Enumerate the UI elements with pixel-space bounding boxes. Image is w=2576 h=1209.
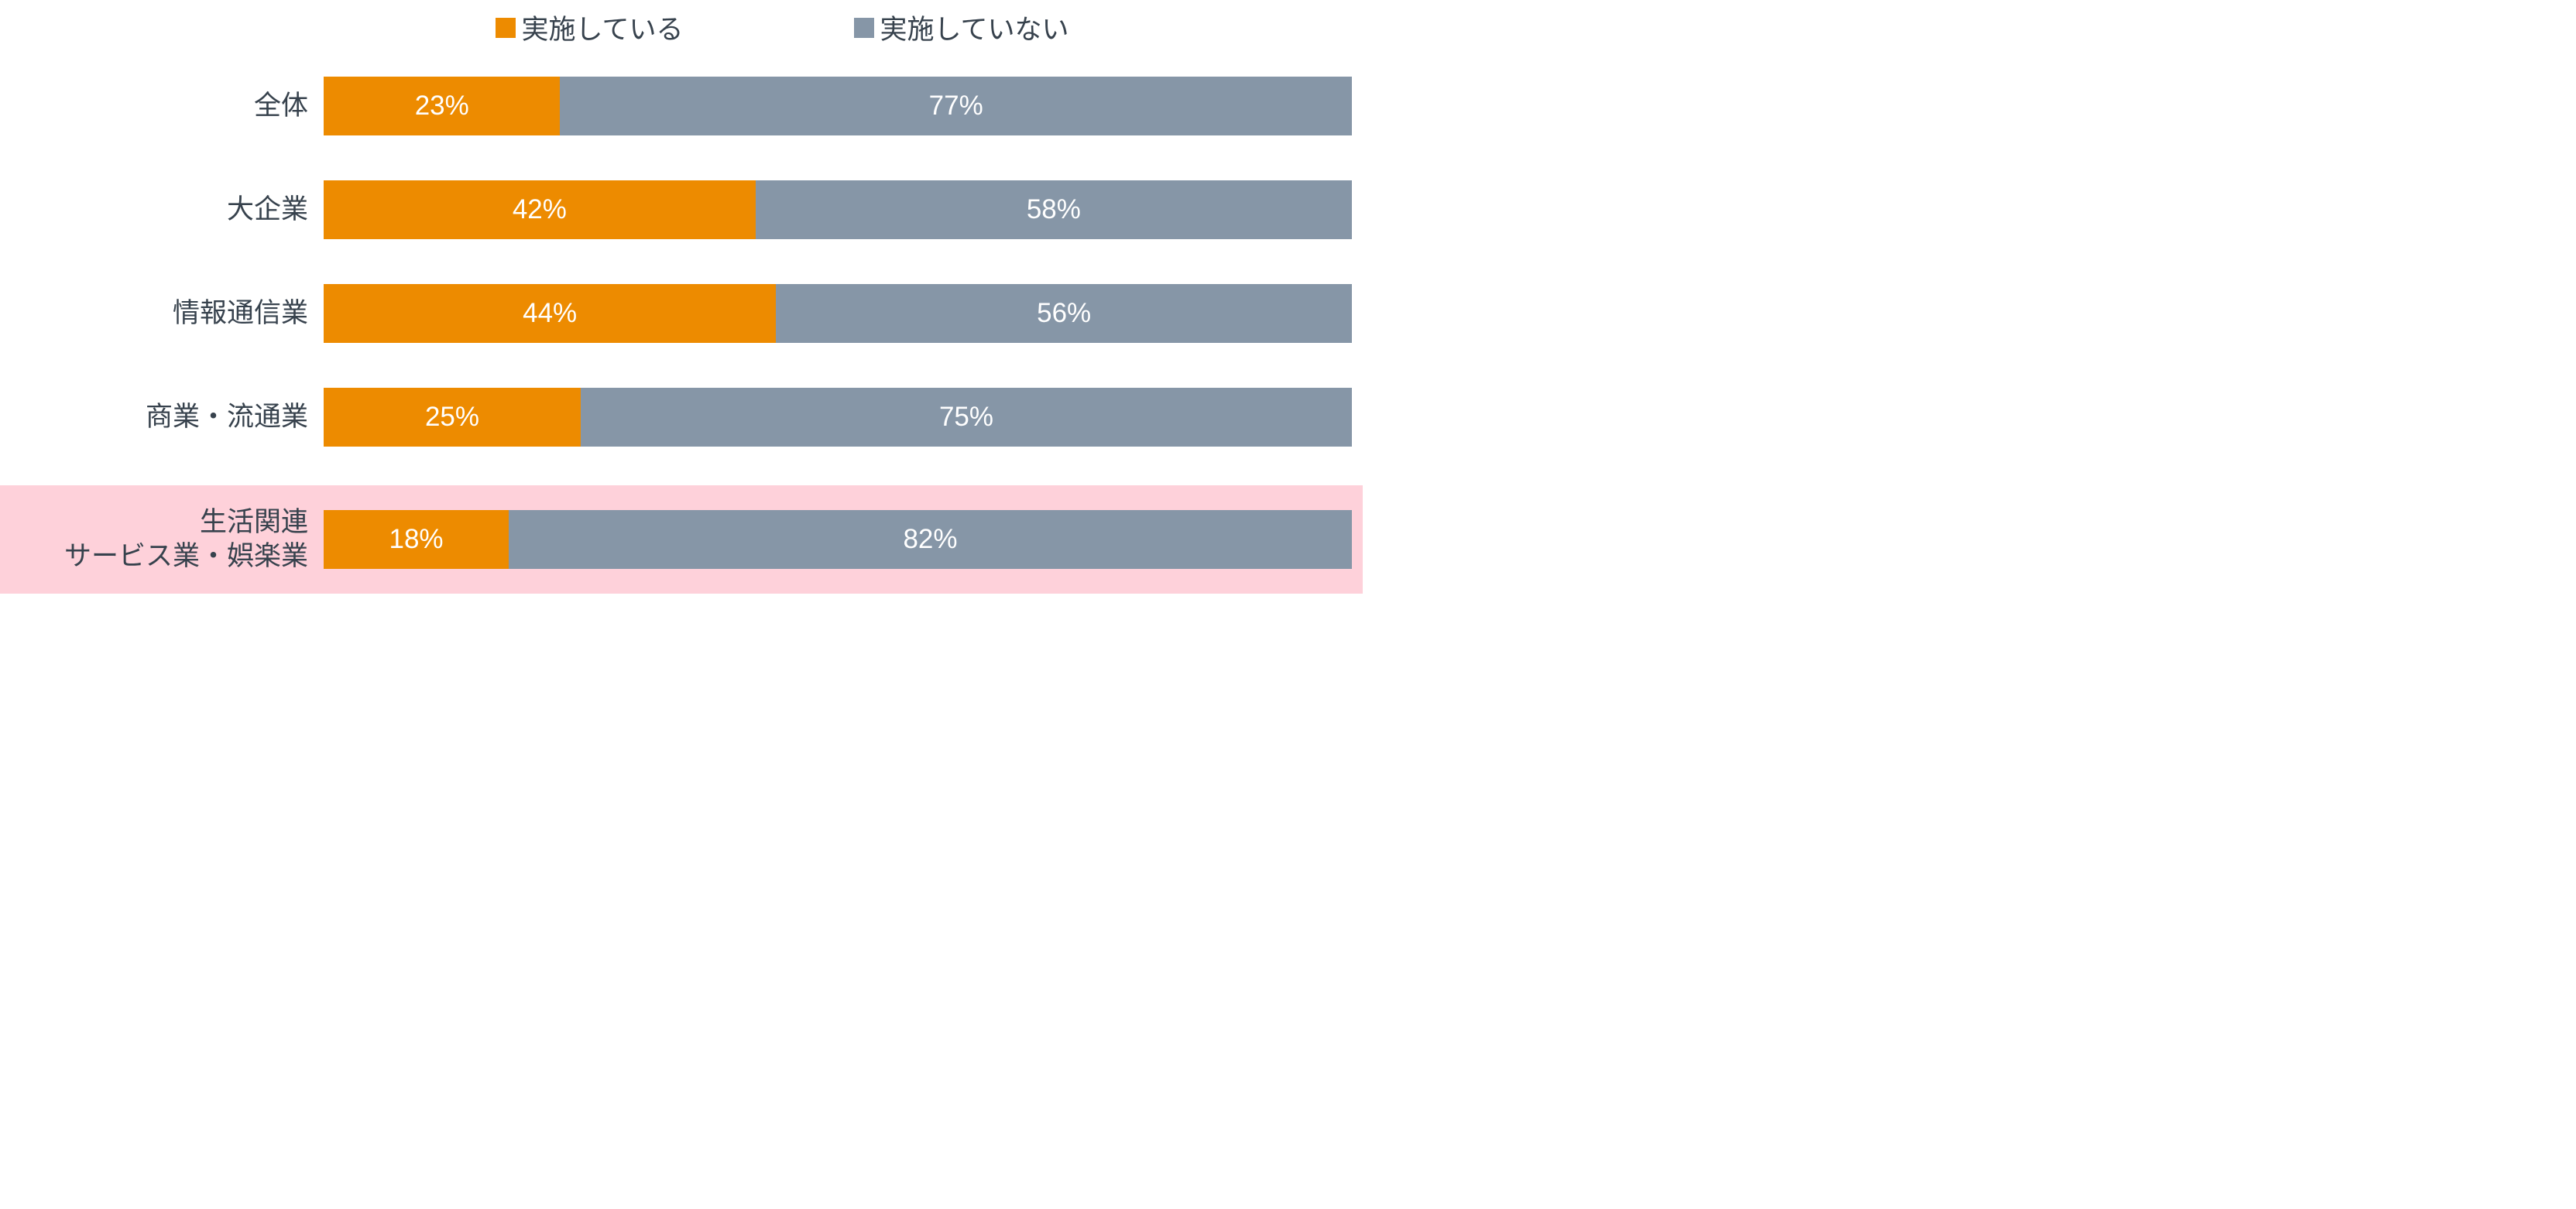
bar-segment-implemented: 44% [324,284,776,343]
bar-segment-not-implemented: 82% [509,510,1352,569]
stacked-bar: 18% 82% [324,510,1352,569]
chart-rows: 全体 23% 77% 大企業 42% 58% 情報通信業 44% 56% 商業・… [0,70,1363,594]
category-label: 生活関連サービス業・娯楽業 [0,505,324,574]
chart-row-highlighted: 生活関連サービス業・娯楽業 18% 82% [0,485,1363,594]
stacked-bar: 42% 58% [324,180,1352,239]
stacked-bar: 25% 75% [324,388,1352,447]
legend-label: 実施している [522,8,684,47]
legend-swatch-icon [496,18,516,38]
stacked-bar: 44% 56% [324,284,1352,343]
bar-segment-not-implemented: 56% [776,284,1352,343]
chart-row: 商業・流通業 25% 75% [0,382,1363,453]
bar-segment-implemented: 18% [324,510,509,569]
chart-row: 情報通信業 44% 56% [0,278,1363,349]
stacked-bar: 23% 77% [324,77,1352,135]
category-label: 商業・流通業 [0,400,324,434]
bar-segment-implemented: 42% [324,180,756,239]
category-label: 情報通信業 [0,296,324,331]
chart-row: 全体 23% 77% [0,70,1363,142]
bar-segment-implemented: 25% [324,388,581,447]
legend-item-not-implemented: 実施していない [854,8,1069,47]
legend-item-implemented: 実施している [496,8,684,47]
legend-swatch-icon [854,18,874,38]
chart-legend: 実施している 実施していない [0,8,1363,47]
legend-label: 実施していない [880,8,1069,47]
chart-row: 大企業 42% 58% [0,174,1363,245]
bar-segment-not-implemented: 58% [756,180,1352,239]
bar-segment-not-implemented: 77% [560,77,1352,135]
bar-segment-not-implemented: 75% [581,388,1352,447]
bar-segment-implemented: 23% [324,77,560,135]
stacked-bar-chart: 実施している 実施していない 全体 23% 77% 大企業 42% 58% 情報… [0,0,1363,640]
category-label: 全体 [0,89,324,123]
category-label: 大企業 [0,193,324,227]
